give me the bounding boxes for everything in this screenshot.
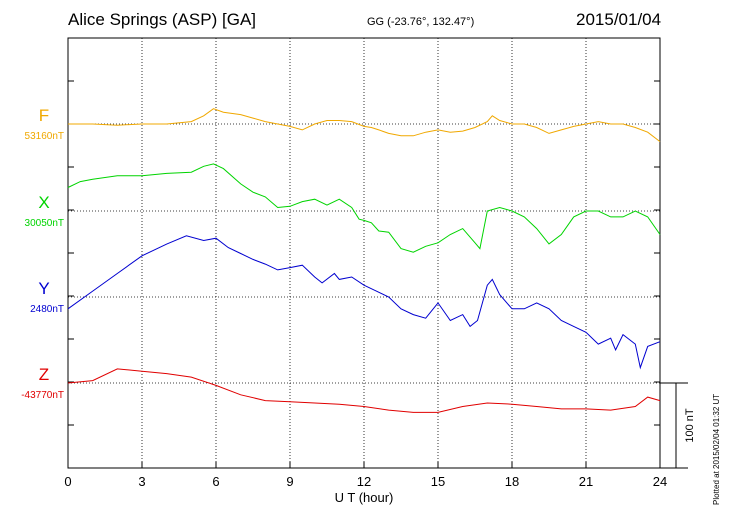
- x-tick-label: 9: [286, 474, 293, 489]
- x-tick-label: 6: [212, 474, 219, 489]
- x-axis-label: U T (hour): [335, 490, 394, 505]
- series-y-baseline-value: 2480nT: [30, 304, 64, 315]
- series-x-line: [67, 163, 661, 253]
- series-z-baseline-value: -43770nT: [21, 390, 64, 401]
- series-f-baseline-value: 53160nT: [25, 131, 64, 142]
- series-z-label: Z: [39, 365, 49, 384]
- scale-bar-label: 100 nT: [684, 408, 696, 443]
- series-x-label: X: [38, 193, 49, 212]
- plot-frame: [67, 37, 661, 469]
- x-tick-label: 12: [357, 474, 371, 489]
- x-tick-label: 24: [653, 474, 667, 489]
- station-title: Alice Springs (ASP) [GA]: [68, 10, 257, 29]
- series-z-line: [67, 368, 661, 413]
- x-tick-label: 15: [431, 474, 445, 489]
- x-tick-label: 21: [579, 474, 593, 489]
- x-tick-label: 18: [505, 474, 519, 489]
- x-tick-label: 0: [64, 474, 71, 489]
- series-y-line: [67, 235, 661, 370]
- date-label: 2015/01/04: [576, 10, 662, 29]
- series-y-label: Y: [38, 279, 49, 298]
- series-f-line: [68, 108, 661, 142]
- series-x-baseline-value: 30050nT: [25, 218, 64, 229]
- plotted-at-note: Plotted at 2015/02/04 01:32 UT: [712, 393, 721, 505]
- coordinates-label: GG (-23.76°, 132.47°): [367, 16, 475, 28]
- x-tick-label: 3: [138, 474, 145, 489]
- series-f-label: F: [39, 106, 49, 125]
